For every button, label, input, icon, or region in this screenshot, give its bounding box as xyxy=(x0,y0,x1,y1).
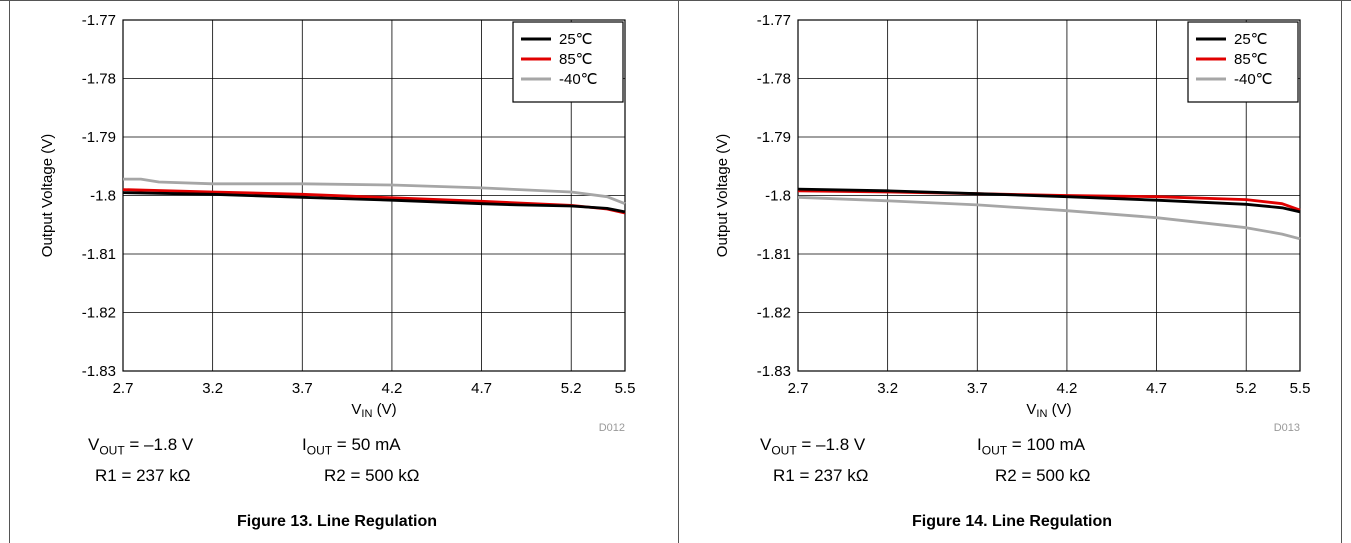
legend-label: -40℃ xyxy=(559,71,598,88)
y-tick-label: -1.8 xyxy=(90,188,116,205)
x-tick-label: 5.2 xyxy=(1236,380,1257,397)
panel-divider xyxy=(678,0,679,543)
figure-13-panel: 2.7 3.2 3.7 4.2 4.7 5.2 5.5 -1.77 -1.78 -1.79 -1.8… xyxy=(0,0,674,543)
y-tick-label: -1.79 xyxy=(757,129,791,146)
r2-condition: R2 = 500 kΩ xyxy=(324,466,420,485)
x-tick-label: 4.2 xyxy=(1056,380,1077,397)
series-line xyxy=(797,187,1301,214)
figure-caption: Figure 14. Line Regulation xyxy=(911,513,1113,530)
legend-label: 25℃ xyxy=(559,31,593,48)
x-tick-label: 5.5 xyxy=(1290,380,1311,397)
y-tick-label: -1.81 xyxy=(757,246,791,263)
figure-id-label: D012 xyxy=(599,422,625,434)
y-tick-label: -1.8 xyxy=(765,188,791,205)
series-line xyxy=(123,177,626,206)
x-axis-label: VIN (V) xyxy=(1026,401,1071,420)
r2-condition: R2 = 500 kΩ xyxy=(995,466,1091,485)
x-tick-label: 5.5 xyxy=(615,380,636,397)
plot-frame xyxy=(122,19,626,372)
x-tick-label: 4.2 xyxy=(381,380,402,397)
plot-frame xyxy=(797,19,1301,372)
x-tick-label: 4.7 xyxy=(471,380,492,397)
figure-caption: Figure 13. Line Regulation xyxy=(236,513,438,530)
series-line xyxy=(122,191,626,214)
y-tick-label: -1.83 xyxy=(82,363,116,380)
figure-14-panel: 2.7 3.2 3.7 4.2 4.7 5.2 5.5 -1.77 -1.78 -1.79 -1.8… xyxy=(675,0,1349,543)
page-left-rule xyxy=(9,0,10,543)
y-axis-label: Output Voltage (V) xyxy=(714,134,731,257)
y-axis-label: Output Voltage (V) xyxy=(39,134,56,257)
r1-condition: R1 = 237 kΩ xyxy=(95,466,191,485)
iout-condition: IOUT = 50 mA xyxy=(302,435,401,458)
y-tick-label: -1.78 xyxy=(82,71,116,88)
y-tick-label: -1.83 xyxy=(757,363,791,380)
legend-label: -40℃ xyxy=(1234,71,1273,88)
x-tick-label: 2.7 xyxy=(788,380,809,397)
series-line xyxy=(797,195,1301,241)
x-tick-label: 3.2 xyxy=(877,380,898,397)
y-tick-label: -1.82 xyxy=(757,305,791,322)
y-tick-label: -1.78 xyxy=(757,71,791,88)
figure-id-label: D013 xyxy=(1274,422,1300,434)
x-tick-label: 3.7 xyxy=(967,380,988,397)
vout-condition: VOUT = –1.8 V xyxy=(88,435,194,458)
vout-condition: VOUT = –1.8 V xyxy=(760,435,866,458)
legend-label: 85℃ xyxy=(559,51,593,68)
line-regulation-chart-100ma: 2.7 3.2 3.7 4.2 4.7 5.2 5.5 -1.77 -1.78 -1.79 -1.8… xyxy=(714,12,1311,434)
x-tick-label: 5.2 xyxy=(561,380,582,397)
x-tick-label: 3.7 xyxy=(292,380,313,397)
x-axis-label: VIN (V) xyxy=(351,401,396,420)
y-tick-label: -1.77 xyxy=(82,12,116,29)
r1-condition: R1 = 237 kΩ xyxy=(773,466,869,485)
iout-condition: IOUT = 100 mA xyxy=(977,435,1086,458)
y-tick-label: -1.77 xyxy=(757,12,791,29)
page-right-rule xyxy=(1341,0,1342,543)
x-tick-label: 2.7 xyxy=(113,380,134,397)
legend-label: 25℃ xyxy=(1234,31,1268,48)
page-top-rule xyxy=(0,0,1351,1)
legend-label: 85℃ xyxy=(1234,51,1268,68)
legend-box xyxy=(512,21,624,103)
y-tick-label: -1.82 xyxy=(82,305,116,322)
legend-box xyxy=(1187,21,1299,103)
x-tick-label: 4.7 xyxy=(1146,380,1167,397)
line-regulation-chart-50ma: 2.7 3.2 3.7 4.2 4.7 5.2 5.5 -1.77 -1.78 -1.79 -1.8… xyxy=(39,12,636,434)
y-tick-label: -1.81 xyxy=(82,246,116,263)
y-tick-label: -1.79 xyxy=(82,129,116,146)
x-tick-label: 3.2 xyxy=(202,380,223,397)
